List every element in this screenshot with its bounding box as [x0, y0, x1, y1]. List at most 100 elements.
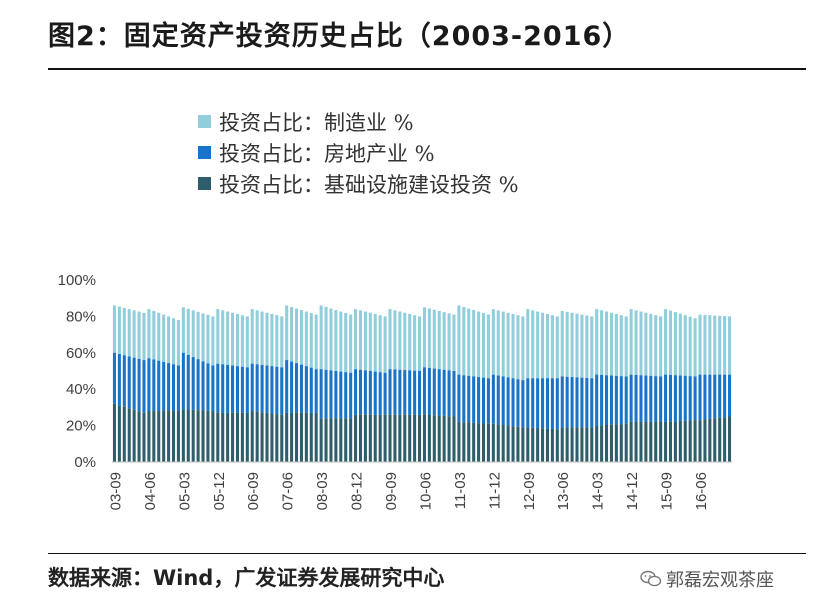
bar-real-estate	[152, 359, 156, 412]
bar-manufacturing	[162, 314, 166, 362]
bar-real-estate	[678, 375, 682, 422]
bar-real-estate	[162, 361, 166, 412]
bar-real-estate	[526, 378, 530, 428]
bar-infrastructure	[132, 409, 136, 462]
bar-manufacturing	[329, 308, 333, 371]
bar-infrastructure	[324, 418, 328, 462]
bar-real-estate	[112, 352, 116, 404]
bar-real-estate	[467, 375, 471, 423]
bar-real-estate	[600, 374, 604, 426]
bar-manufacturing	[231, 312, 235, 366]
bar-real-estate	[181, 352, 185, 410]
bar-infrastructure	[472, 422, 476, 462]
legend-item-infrastructure: 投资占比：基础设施建设投资 %	[198, 168, 519, 199]
watermark-text: 郭磊宏观茶座	[666, 570, 774, 591]
bar-real-estate	[427, 367, 431, 415]
bar-real-estate	[644, 375, 648, 422]
bar-manufacturing	[221, 310, 225, 365]
bar-real-estate	[654, 376, 658, 422]
bar-real-estate	[329, 370, 333, 419]
bar-infrastructure	[486, 423, 490, 462]
bar-real-estate	[575, 377, 579, 428]
bar-infrastructure	[245, 412, 249, 462]
bar-real-estate	[240, 366, 244, 413]
bar-real-estate	[354, 369, 358, 415]
bar-manufacturing	[713, 315, 717, 375]
legend-item-real-estate: 投资占比：房地产业 %	[198, 137, 519, 168]
bar-real-estate	[688, 376, 692, 421]
bar-infrastructure	[181, 409, 185, 462]
bar-real-estate	[442, 369, 446, 416]
bar-infrastructure	[196, 410, 200, 462]
bar-infrastructure	[570, 427, 574, 462]
bar-infrastructure	[265, 412, 269, 462]
bar-infrastructure	[157, 411, 161, 462]
x-tick-label: 09-09	[383, 472, 400, 510]
bar-real-estate	[511, 378, 515, 427]
bar-infrastructure	[506, 425, 510, 462]
bar-real-estate	[290, 361, 294, 413]
x-tick-label: 11-12	[486, 472, 503, 509]
bar-infrastructure	[609, 424, 613, 462]
x-tick-label: 10-06	[417, 472, 434, 510]
bar-infrastructure	[191, 409, 195, 462]
bar-infrastructure	[634, 421, 638, 462]
bar-real-estate	[314, 369, 318, 413]
bar-infrastructure	[511, 426, 515, 462]
bar-real-estate	[624, 376, 628, 424]
bar-manufacturing	[654, 315, 658, 377]
bar-manufacturing	[516, 315, 520, 380]
bar-manufacturing	[413, 315, 417, 371]
bar-real-estate	[191, 357, 195, 410]
bar-manufacturing	[541, 312, 545, 379]
bar-infrastructure	[294, 412, 299, 462]
bar-infrastructure	[481, 423, 486, 462]
bar-infrastructure	[393, 414, 397, 462]
bar-real-estate	[137, 358, 141, 412]
bar-real-estate	[299, 364, 303, 413]
bar-manufacturing	[418, 316, 422, 371]
bar-manufacturing	[644, 312, 648, 376]
bar-infrastructure	[186, 409, 190, 462]
bar-real-estate	[728, 374, 732, 417]
bar-infrastructure	[373, 414, 377, 462]
bar-manufacturing	[142, 312, 146, 361]
bar-manufacturing	[708, 315, 712, 375]
bar-manufacturing	[683, 315, 687, 376]
bar-manufacturing	[152, 310, 156, 360]
bar-manufacturing	[511, 313, 515, 379]
bar-real-estate	[477, 377, 481, 424]
x-tick-label: 15-09	[659, 472, 676, 510]
bar-real-estate	[491, 374, 495, 424]
bar-real-estate	[176, 365, 180, 412]
bar-manufacturing	[452, 314, 456, 371]
bar-manufacturing	[373, 313, 377, 372]
bar-infrastructure	[713, 418, 717, 462]
x-tick-label: 11-03	[452, 472, 469, 509]
bar-real-estate	[609, 375, 613, 425]
bar-real-estate	[339, 371, 343, 419]
bar-infrastructure	[526, 427, 530, 462]
bar-manufacturing	[673, 312, 677, 376]
bar-infrastructure	[226, 412, 230, 462]
bar-real-estate	[481, 377, 486, 424]
bar-real-estate	[250, 363, 254, 412]
bar-manufacturing	[157, 312, 161, 361]
bar-manufacturing	[526, 309, 530, 379]
bar-infrastructure	[329, 418, 333, 462]
y-tick-label: 60%	[66, 345, 96, 362]
bar-real-estate	[324, 369, 328, 419]
source-note: 数据来源：Wind，广发证券发展研究中心	[48, 566, 445, 590]
legend-label-manufacturing: 投资占比：制造业 %	[219, 110, 414, 135]
bar-manufacturing	[245, 316, 249, 368]
bar-manufacturing	[304, 311, 308, 367]
bar-infrastructure	[235, 412, 240, 462]
bar-real-estate	[673, 375, 677, 422]
bar-real-estate	[501, 376, 505, 425]
bar-infrastructure	[388, 414, 392, 462]
bar-manufacturing	[427, 308, 431, 368]
bar-real-estate	[457, 374, 461, 422]
legend-item-manufacturing: 投资占比：制造业 %	[198, 106, 519, 137]
x-tick-label: 03-09	[107, 472, 124, 510]
y-tick-label: 40%	[66, 381, 96, 398]
